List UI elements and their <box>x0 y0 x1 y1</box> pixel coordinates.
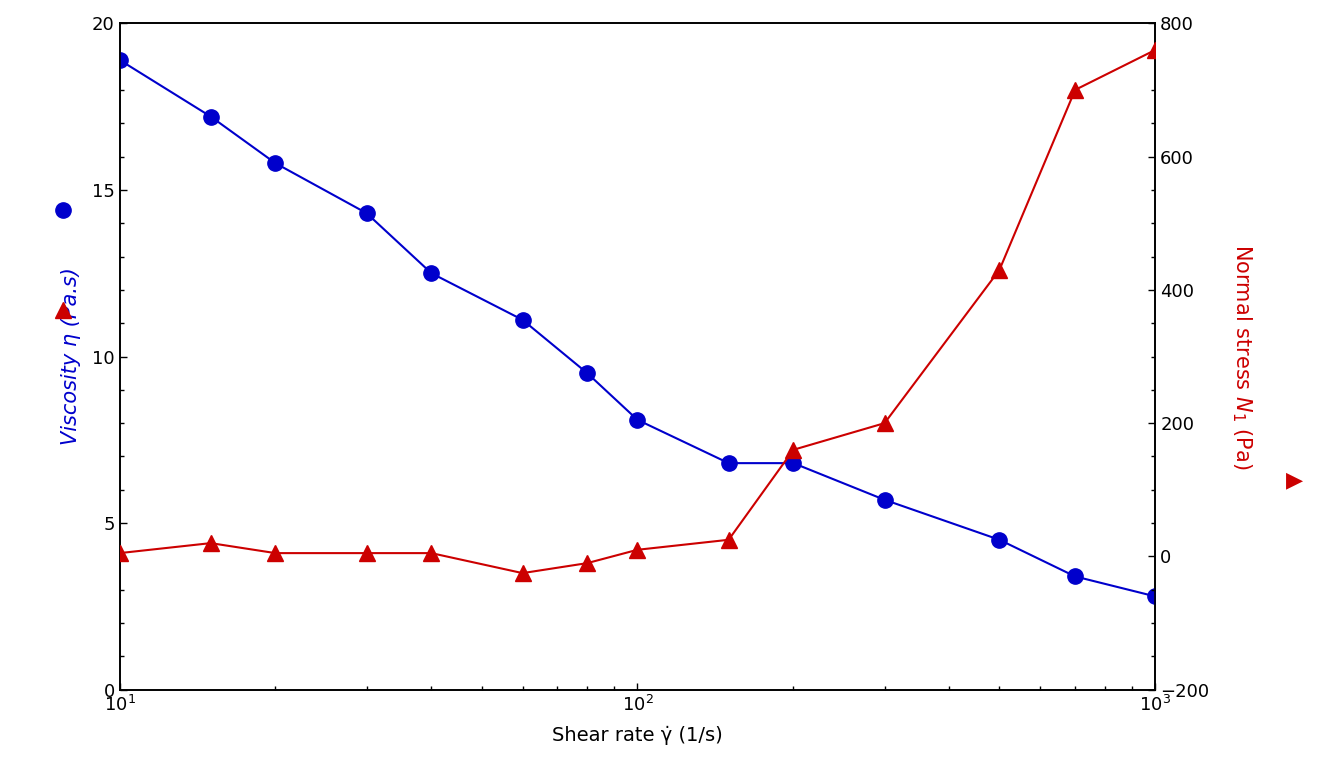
Text: ▶: ▶ <box>1287 470 1303 491</box>
Y-axis label: Viscosity η (Pa.s): Viscosity η (Pa.s) <box>61 267 81 446</box>
Y-axis label: Normal stress $N_1$ (Pa): Normal stress $N_1$ (Pa) <box>1230 244 1254 469</box>
X-axis label: Shear rate γ̇ (1/s): Shear rate γ̇ (1/s) <box>552 726 722 745</box>
